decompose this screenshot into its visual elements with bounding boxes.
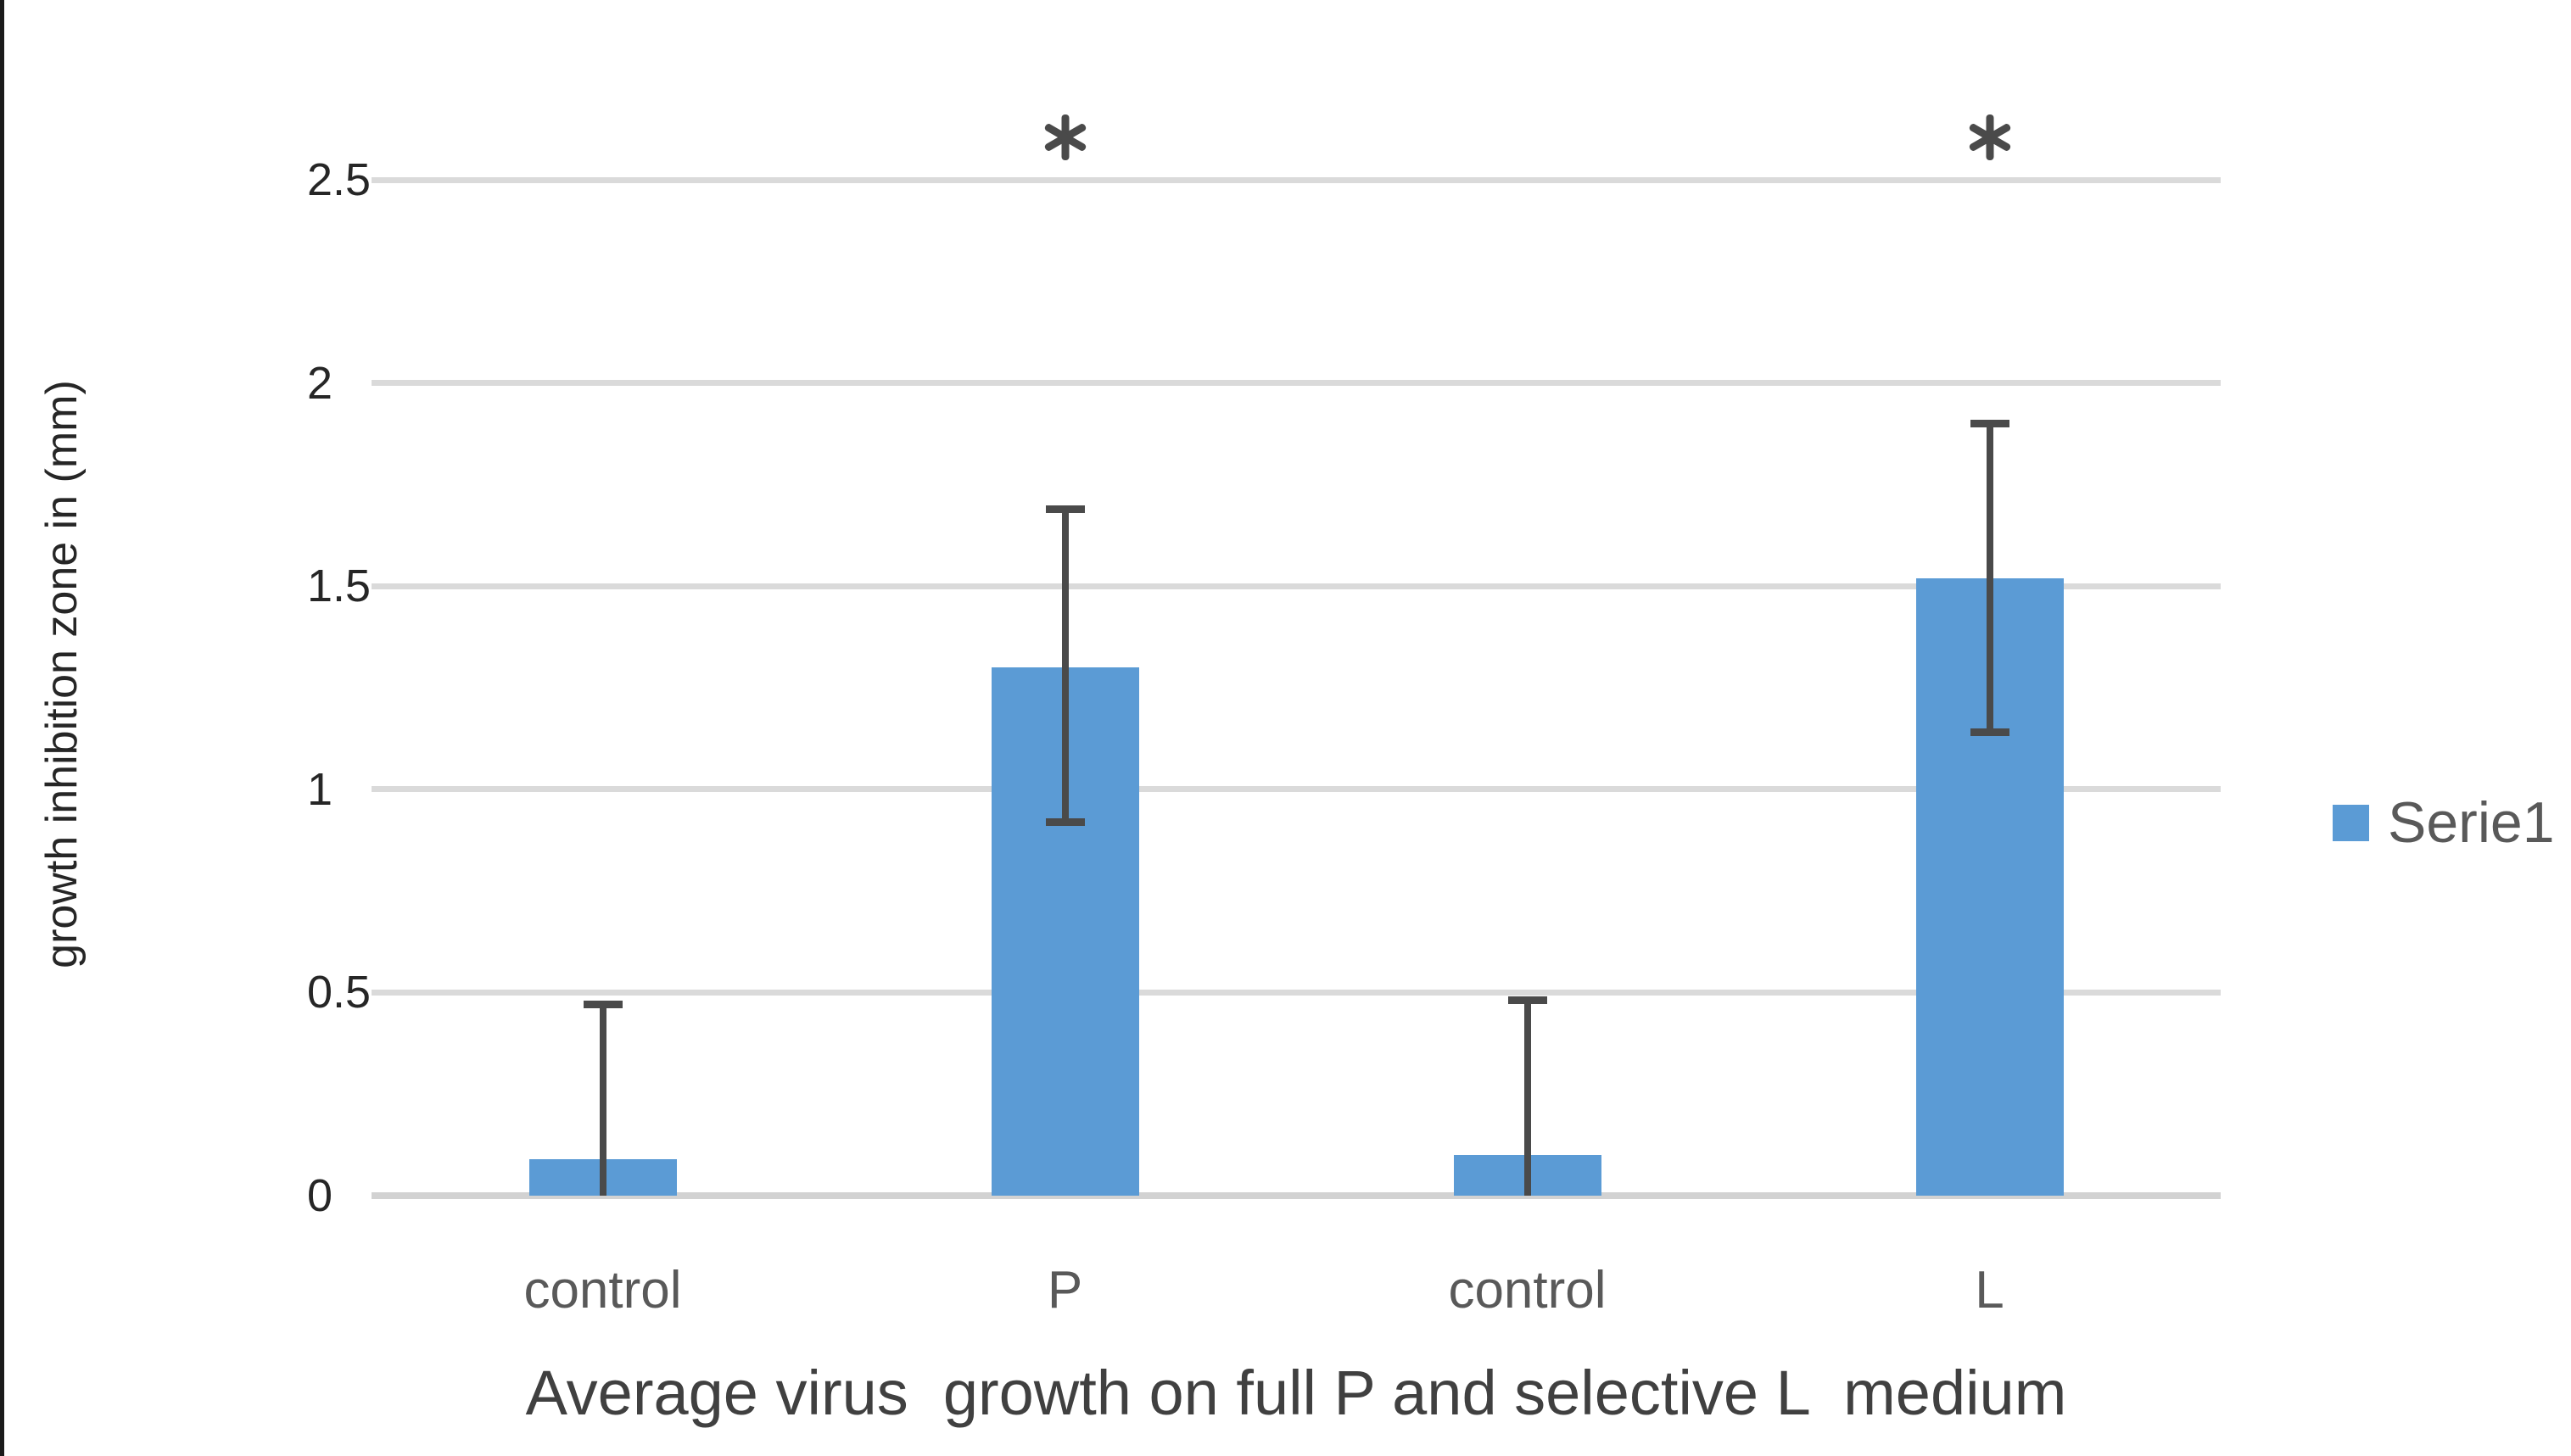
scan-edge-artifact bbox=[0, 0, 4, 1456]
error-bar-whisker bbox=[1062, 509, 1069, 822]
error-bar-whisker bbox=[600, 1005, 606, 1196]
error-bar-cap-bottom bbox=[1970, 728, 2009, 736]
x-axis-baseline bbox=[372, 1192, 2221, 1199]
error-bar-whisker bbox=[1524, 1001, 1531, 1196]
gridline bbox=[372, 177, 2221, 183]
error-bar-cap-top bbox=[584, 1001, 623, 1008]
y-tick-label: 2.5 bbox=[307, 154, 372, 205]
legend: Serie1 bbox=[2333, 794, 2555, 851]
y-tick-label: 0 bbox=[307, 1170, 333, 1221]
x-axis-title: Average virus growth on full P and selec… bbox=[525, 1358, 2067, 1428]
legend-swatch-serie1 bbox=[2333, 804, 2369, 841]
error-bar-cap-top bbox=[1046, 505, 1085, 513]
error-bar-cap-top bbox=[1970, 420, 2009, 427]
y-tick-label: 0.5 bbox=[307, 967, 372, 1018]
y-tick-label: 1 bbox=[307, 764, 333, 815]
significance-asterisk bbox=[1043, 114, 1087, 160]
error-bar-cap-bottom bbox=[1046, 818, 1085, 826]
gridline bbox=[372, 990, 2221, 996]
y-axis-title: growth inhibition zone in (mm) bbox=[37, 380, 87, 968]
error-bar-cap-top bbox=[1508, 996, 1547, 1004]
gridline bbox=[372, 583, 2221, 589]
legend-label: Serie1 bbox=[2388, 790, 2555, 855]
x-category-label: P bbox=[1047, 1261, 1083, 1319]
y-tick-label: 2 bbox=[307, 358, 333, 409]
gridline bbox=[372, 786, 2221, 792]
x-category-label: control bbox=[523, 1261, 682, 1319]
error-bar-whisker bbox=[1987, 424, 1993, 733]
x-category-label: control bbox=[1448, 1261, 1607, 1319]
x-category-label: L bbox=[1975, 1261, 2004, 1319]
gridline bbox=[372, 380, 2221, 386]
significance-asterisk bbox=[1968, 114, 2012, 160]
y-tick-label: 1.5 bbox=[307, 561, 372, 611]
